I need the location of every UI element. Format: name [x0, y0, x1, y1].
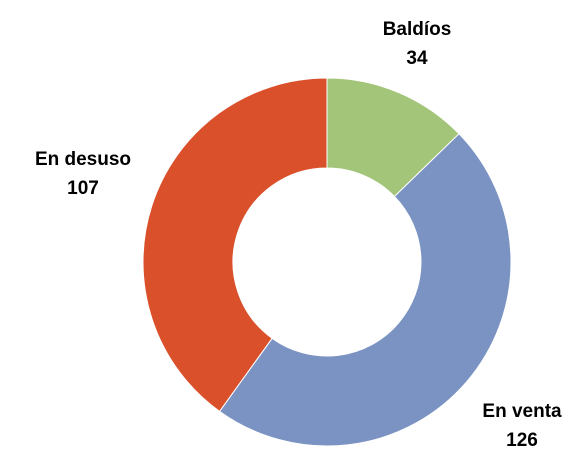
slice-value: 107 [67, 178, 99, 199]
slice-label: Baldíos [383, 19, 452, 40]
donut-slice [142, 77, 328, 413]
donut-slice [218, 133, 512, 447]
slice-label: En venta [482, 401, 562, 422]
slice-value: 34 [406, 48, 428, 69]
slice-label: En desuso [35, 149, 131, 170]
slice-value: 126 [506, 430, 538, 450]
